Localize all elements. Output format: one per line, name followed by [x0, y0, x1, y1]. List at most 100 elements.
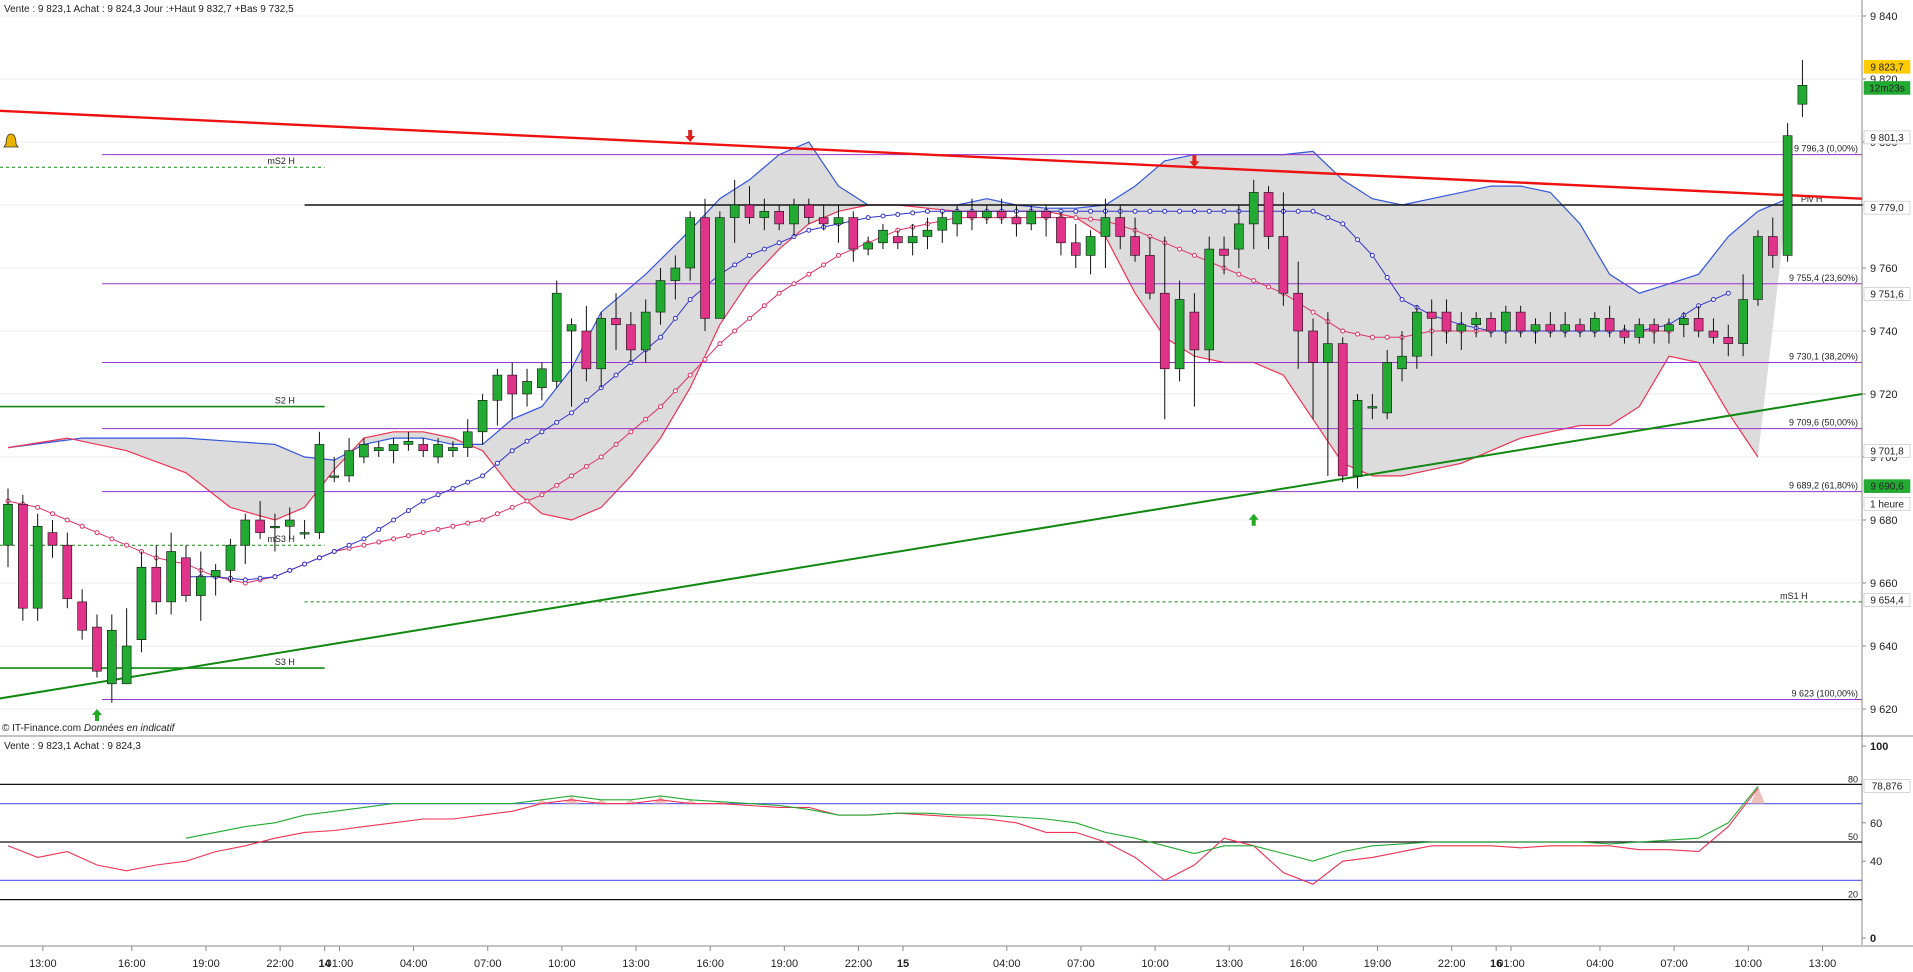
- rsi-levels: [0, 783, 1862, 901]
- candle: [611, 293, 621, 350]
- price-tag-label: 1 heure: [1870, 499, 1904, 510]
- candle-body: [1219, 248, 1229, 256]
- x-tick-label: 22:00: [1438, 958, 1466, 970]
- fib-label: 9 689,2 (61,80%): [1789, 481, 1858, 491]
- pivot-label: S2 H: [275, 396, 295, 406]
- sma-blue-marker: [405, 508, 411, 514]
- sma-blue-marker: [376, 526, 382, 532]
- candle: [507, 362, 518, 420]
- candle-body: [1056, 217, 1066, 244]
- candle-body: [1708, 330, 1719, 338]
- candle-body: [1560, 324, 1570, 332]
- candle-body: [1115, 217, 1126, 237]
- candle: [1070, 223, 1081, 268]
- sma-red-marker: [1088, 216, 1094, 222]
- x-tick-label: 16:00: [118, 958, 146, 970]
- sma-red-marker: [361, 542, 367, 548]
- sma-red-marker: [1236, 271, 1242, 277]
- candle: [284, 507, 295, 539]
- candle: [1056, 211, 1066, 256]
- sma-blue-marker: [583, 397, 589, 403]
- candle-body: [373, 447, 384, 451]
- candle-body: [1456, 324, 1467, 332]
- candle: [1263, 186, 1274, 250]
- x-tick-label: 22:00: [845, 958, 873, 970]
- candle: [1441, 299, 1452, 344]
- sma-red-marker: [420, 530, 426, 536]
- x-tick-label: 04:00: [993, 958, 1021, 970]
- candle-body: [32, 525, 43, 609]
- x-tick-label: 16:00: [1290, 958, 1318, 970]
- sma-red-marker: [450, 523, 456, 529]
- candle-body: [1575, 324, 1585, 332]
- candle-body: [1382, 362, 1392, 414]
- candle: [240, 513, 251, 565]
- candle: [1219, 236, 1229, 275]
- candle-body: [492, 374, 503, 401]
- candle-body: [1248, 192, 1259, 225]
- x-tick-label: 13:00: [622, 958, 650, 970]
- sma-blue-marker: [732, 262, 738, 268]
- price-tag-box: [1863, 593, 1911, 607]
- sma-red-marker: [94, 530, 100, 536]
- x-tick-label: 04:00: [400, 958, 428, 970]
- sma-blue-marker: [331, 549, 337, 554]
- candle: [359, 438, 369, 464]
- candle: [121, 608, 132, 685]
- candles: [3, 60, 1808, 703]
- candle: [1678, 312, 1689, 338]
- candle-body: [1026, 211, 1037, 225]
- y-tick-label: 9 620: [1870, 704, 1898, 716]
- x-tick-label: 07:00: [1660, 958, 1688, 970]
- candle: [759, 198, 770, 231]
- price-tags: 9 823,7 12m23s 9 801,3 9 779,0 9 751,6 9 701,…: [1863, 60, 1911, 607]
- price-tag-box: [1863, 444, 1911, 458]
- candle-body: [892, 236, 903, 244]
- sma-red-marker: [717, 341, 723, 347]
- candle-body: [937, 217, 948, 231]
- price-tag-box: [1863, 479, 1911, 493]
- sma-blue-marker: [1325, 215, 1331, 221]
- candle-body: [136, 566, 147, 640]
- sma-blue-marker: [361, 536, 367, 542]
- candle: [1501, 305, 1511, 344]
- sma-blue-marker: [346, 542, 352, 548]
- sma-blue-marker: [450, 486, 456, 491]
- sma-red-marker: [598, 454, 604, 460]
- candle: [1738, 274, 1748, 357]
- candle: [551, 280, 562, 388]
- candle-body: [640, 311, 651, 351]
- candle: [492, 368, 503, 426]
- sma-blue-marker: [391, 517, 397, 523]
- sma-blue-marker: [1221, 208, 1227, 214]
- sma-blue-marker: [865, 215, 871, 221]
- sma-red-marker: [124, 542, 130, 548]
- sma-red-marker: [835, 252, 841, 258]
- candle-body: [670, 267, 681, 281]
- candle: [1130, 217, 1140, 262]
- x-tick-label: 15: [897, 958, 909, 970]
- sma-blue-marker: [747, 252, 752, 258]
- buy-arrow-icon: [91, 709, 102, 721]
- sma-red-marker: [747, 315, 752, 321]
- price-tag: 1 heure: [1863, 496, 1911, 511]
- sma-red-marker: [49, 511, 55, 517]
- price-tag: 9 823,7: [1863, 60, 1911, 74]
- candle: [136, 551, 147, 653]
- candle: [151, 545, 162, 615]
- sma-blue-marker: [316, 555, 322, 561]
- price-tag-box: [1863, 287, 1911, 301]
- candle-body: [477, 399, 488, 433]
- fib-label: 9 709,6 (50,00%): [1789, 418, 1858, 428]
- candle-body: [1145, 255, 1155, 294]
- price-tag-label: 9 751,6: [1870, 289, 1904, 300]
- candle-body: [1501, 311, 1511, 332]
- sma-blue-marker: [1355, 237, 1361, 243]
- candle: [1708, 318, 1719, 344]
- candle: [1337, 337, 1348, 483]
- candle-body: [774, 211, 784, 225]
- candle-body: [121, 645, 132, 685]
- resistance-trendline: [0, 109, 1863, 200]
- sma-blue-marker: [554, 419, 560, 425]
